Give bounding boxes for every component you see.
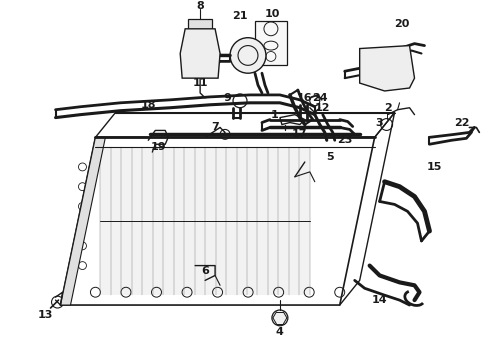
Text: 20: 20	[394, 19, 409, 29]
Text: 18: 18	[141, 100, 156, 110]
Text: 7: 7	[211, 122, 219, 132]
Text: 4: 4	[276, 327, 284, 337]
Text: 19: 19	[150, 142, 166, 152]
Text: 14: 14	[372, 295, 388, 305]
Text: 16: 16	[297, 93, 313, 103]
Text: 15: 15	[427, 162, 442, 172]
Polygon shape	[61, 137, 105, 305]
Text: 3: 3	[376, 117, 384, 127]
Text: 21: 21	[232, 11, 248, 21]
Text: 6: 6	[201, 266, 209, 275]
Text: 17: 17	[292, 129, 308, 139]
Text: 1: 1	[271, 110, 279, 120]
Text: 12: 12	[315, 103, 331, 113]
Polygon shape	[180, 29, 220, 78]
Text: 8: 8	[196, 1, 204, 11]
Circle shape	[272, 310, 288, 326]
Text: 9: 9	[223, 93, 231, 103]
Polygon shape	[100, 147, 310, 295]
Text: 11: 11	[193, 78, 208, 88]
Text: 22: 22	[454, 117, 469, 127]
Polygon shape	[360, 46, 415, 91]
Text: 5: 5	[326, 152, 334, 162]
Circle shape	[230, 38, 266, 73]
Text: 23: 23	[337, 135, 352, 145]
Bar	[255, 21, 287, 65]
Text: 13: 13	[38, 310, 53, 320]
Text: 2: 2	[384, 103, 392, 113]
Bar	[188, 19, 212, 29]
Text: 10: 10	[264, 9, 280, 19]
Text: 24: 24	[312, 93, 328, 103]
